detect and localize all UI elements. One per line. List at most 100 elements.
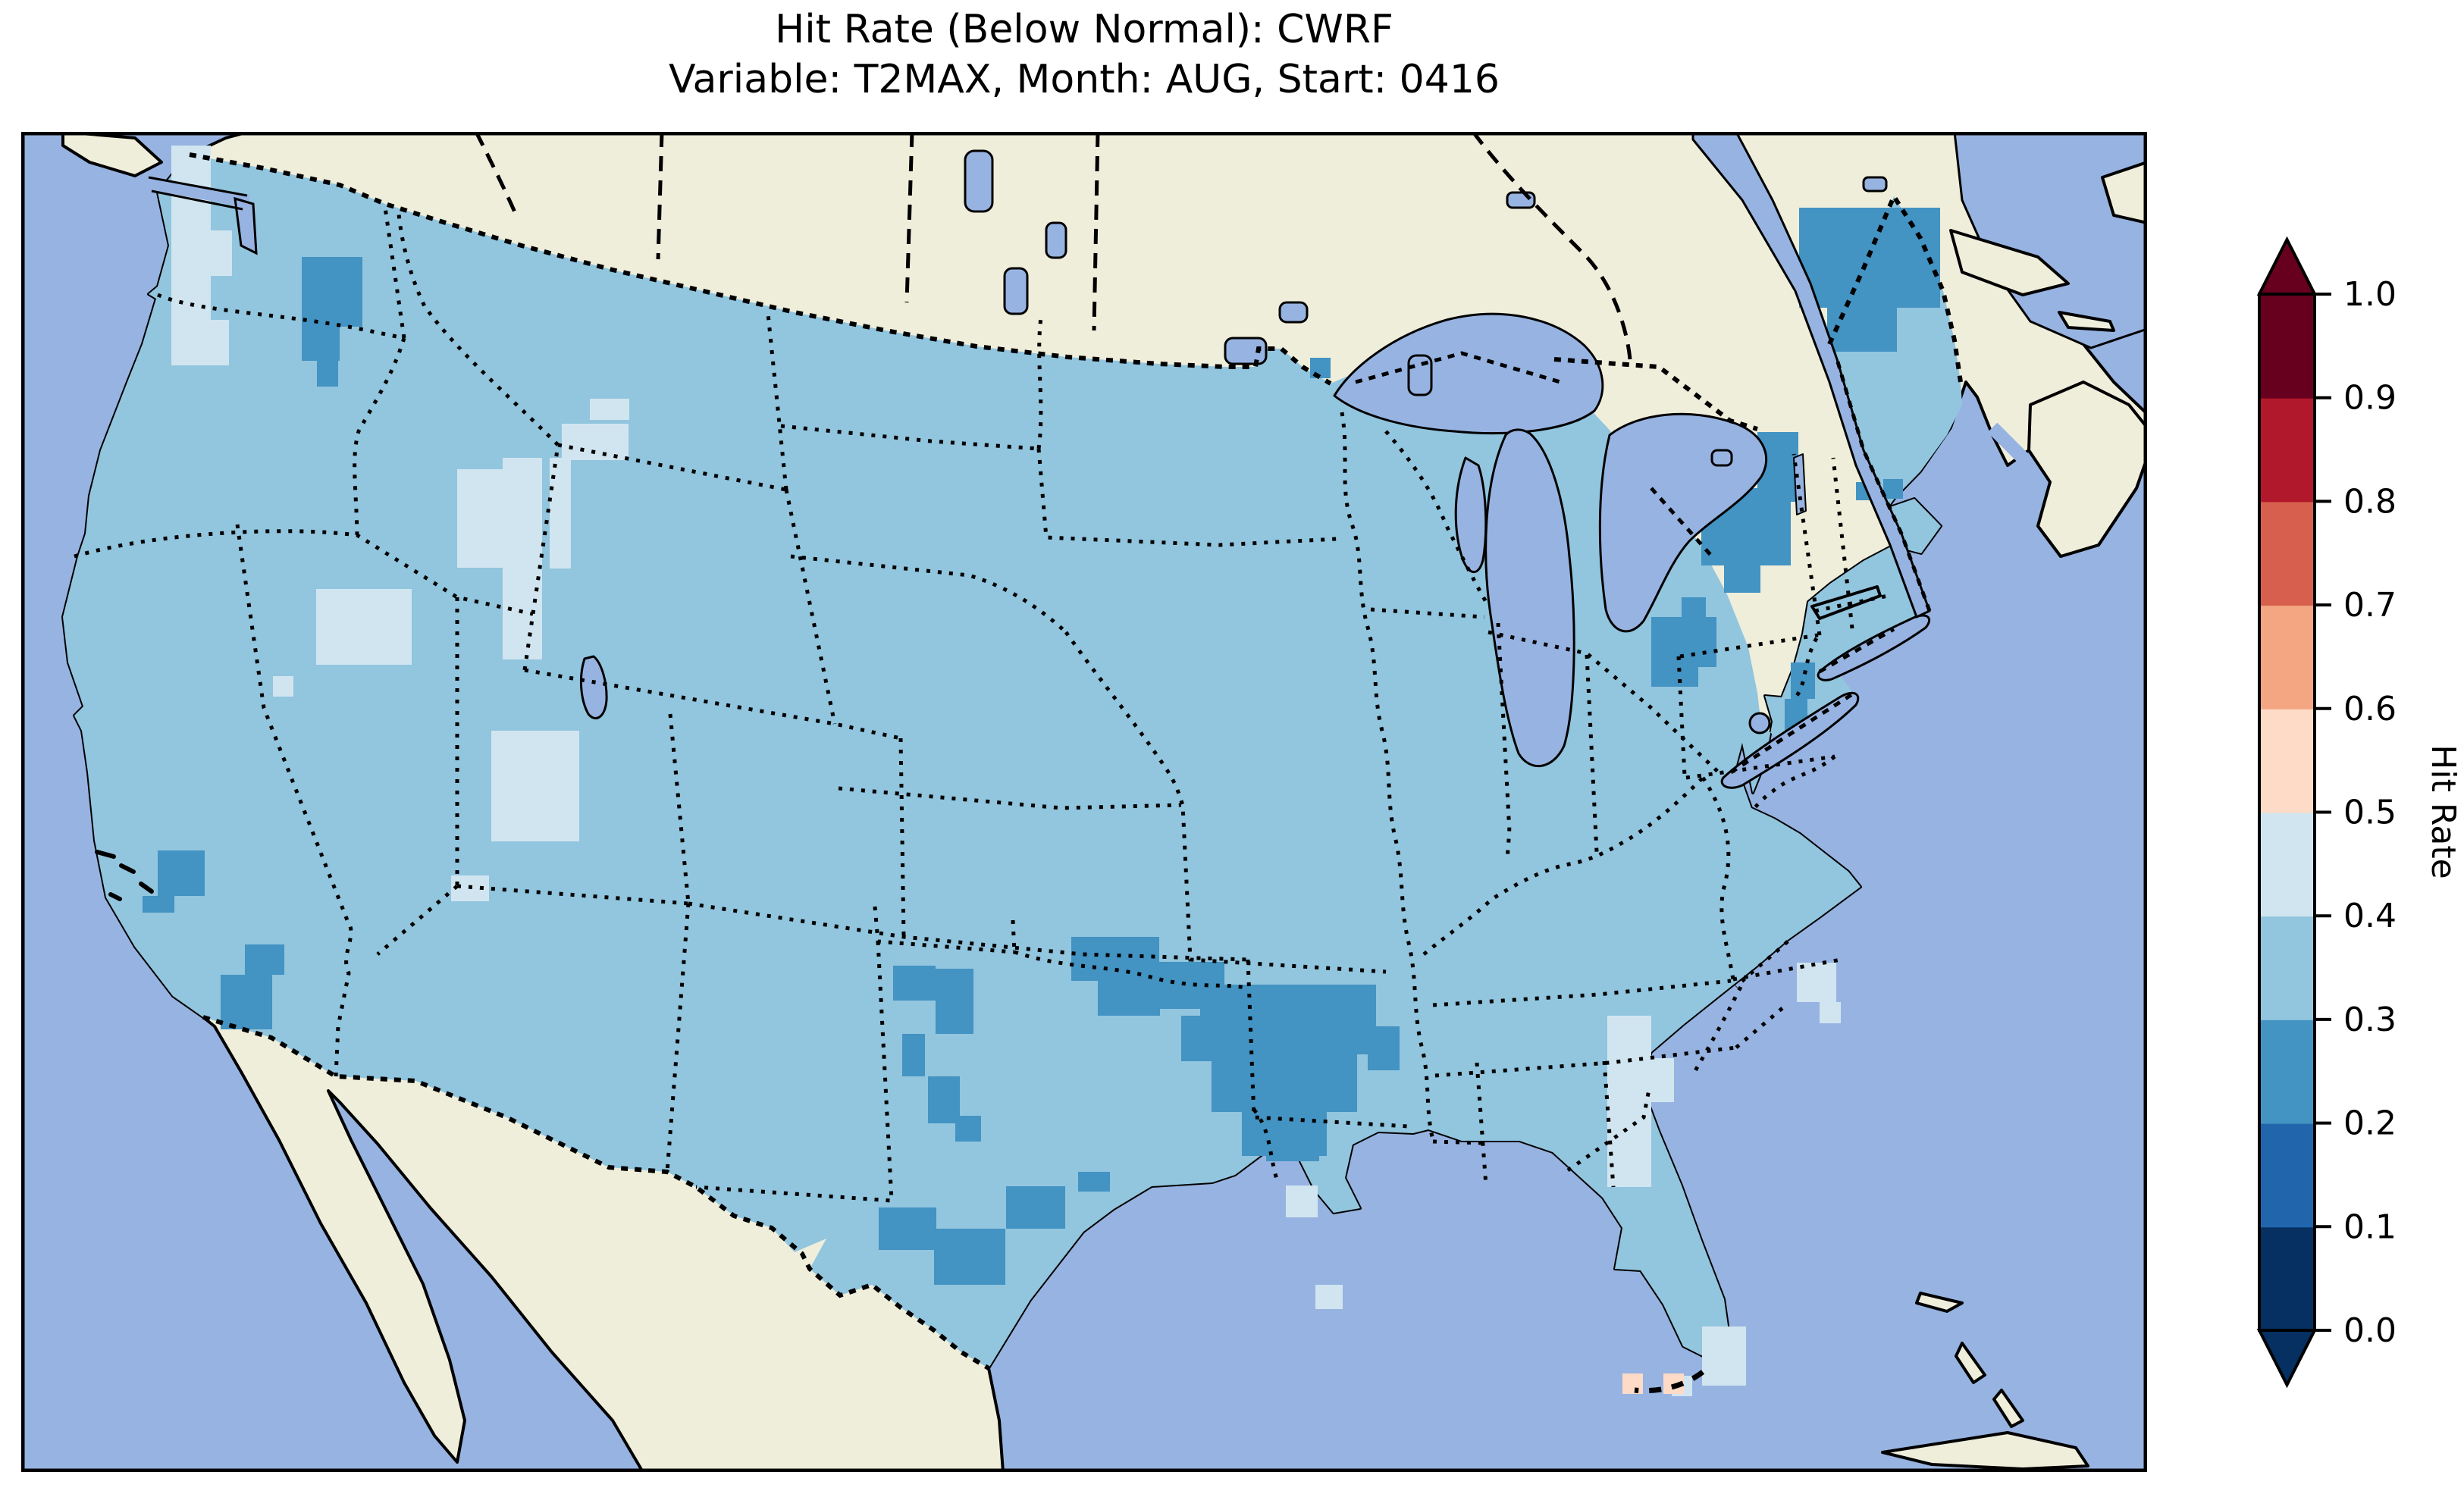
- hit-rate-cell: [1651, 617, 1716, 667]
- hit-rate-cell: [1098, 981, 1160, 1016]
- hit-rate-cell: [1651, 1058, 1674, 1102]
- hit-rate-cell: [1006, 1186, 1065, 1229]
- hit-rate-cell: [893, 966, 936, 1001]
- colorbar-segment: [2259, 1226, 2315, 1331]
- hit-rate-cell: [562, 424, 629, 460]
- cape-breton: [2101, 161, 2147, 224]
- nova-scotia: [2027, 381, 2147, 558]
- colorbar-tick-label: 1.0: [2343, 275, 2397, 314]
- colorbar-axis-label: Hit Rate: [2424, 744, 2462, 879]
- lake-champlain: [1793, 453, 1807, 515]
- canada-lake: [1278, 301, 1309, 324]
- hit-rate-cell: [934, 1229, 1005, 1285]
- vancouver-island: [61, 132, 163, 177]
- colorbar-tick-label: 0.3: [2343, 1001, 2397, 1039]
- hit-rate-cell: [193, 320, 229, 365]
- hit-rate-cell: [273, 676, 293, 697]
- hit-rate-patches: [143, 146, 1940, 1396]
- colorbar-under-arrow: [2256, 1329, 2318, 1389]
- puget-sound: [234, 196, 258, 255]
- colorbar: 0.0 0.1 0.2 0.3 0.4 0.5 0.6 0.7 0.8 0.9 1.0 Hit Ra…: [2256, 236, 2462, 1389]
- prince-edward-island: [2058, 311, 2115, 332]
- lake-erie: [1720, 691, 1860, 789]
- figure-title: Hit Rate (Below Normal): CWRF Variable: …: [21, 5, 2147, 105]
- hit-rate-cell: [1071, 937, 1159, 981]
- hit-rate-cell: [503, 458, 542, 659]
- hit-rate-cell: [1820, 1002, 1841, 1023]
- hit-rate-cell: [1266, 1140, 1319, 1161]
- colorbar-segment: [2259, 501, 2315, 606]
- canada-lake: [1003, 267, 1029, 315]
- international-borders: [189, 152, 1963, 1370]
- colorbar-segments: [2259, 294, 2315, 1331]
- hit-rate-cell: [457, 469, 504, 568]
- cuba: [1881, 1431, 2089, 1471]
- bahamas-island: [1992, 1389, 2024, 1428]
- title-line-2: Variable: T2MAX, Month: AUG, Start: 0416: [669, 57, 1500, 102]
- hit-rate-cell: [1200, 985, 1376, 1054]
- canada-lake: [1710, 449, 1733, 467]
- hit-rate-cell: [1368, 1026, 1400, 1070]
- canada-lake: [1862, 176, 1888, 193]
- hit-rate-cell: [1827, 308, 1897, 352]
- hit-rate-cell: [1607, 1016, 1651, 1187]
- hit-rate-cell: [1791, 662, 1815, 699]
- hit-rate-cell: [1682, 597, 1706, 619]
- hit-rate-cell: [590, 399, 629, 420]
- small-island-dashes: [95, 850, 154, 901]
- colorbar-segment: [2259, 1019, 2315, 1124]
- lake-st-clair: [1748, 712, 1771, 734]
- colorbar-tick-label: 0.9: [2343, 379, 2397, 418]
- hit-rate-cell: [1286, 1185, 1318, 1217]
- province-borders: [474, 132, 1632, 360]
- bahamas-island: [1955, 1342, 1986, 1384]
- hit-rate-cell: [1883, 479, 1903, 499]
- hit-rate-cell: [936, 969, 973, 1034]
- hit-rate-cell: [1078, 1172, 1110, 1192]
- canada-lake: [1045, 221, 1067, 259]
- hit-rate-cell: [491, 731, 579, 841]
- bahamas-island: [1915, 1292, 1964, 1313]
- hit-rate-cell: [1702, 1326, 1746, 1386]
- colorbar-segment: [2259, 397, 2315, 503]
- strait-of-juan-de-fuca: [147, 177, 250, 208]
- lake-of-the-woods: [1224, 337, 1268, 365]
- lake-nipigon: [1407, 354, 1433, 396]
- hit-rate-cell: [1622, 1373, 1643, 1394]
- hit-rate-cell: [902, 1034, 925, 1076]
- colorbar-segment: [2259, 1123, 2315, 1228]
- hit-rate-cell: [1797, 963, 1836, 1002]
- hit-rate-cell: [158, 850, 205, 896]
- colorbar-segment: [2259, 916, 2315, 1020]
- map-panel: [21, 132, 2147, 1472]
- bay-of-fundy: [1987, 422, 2058, 493]
- colorbar-tick-label: 0.5: [2343, 794, 2397, 832]
- islands: [61, 132, 2147, 1471]
- hit-rate-cell: [550, 458, 571, 568]
- colorbar-over-arrow: [2256, 236, 2318, 296]
- colorbar-ticks: [2315, 293, 2331, 1332]
- st-lawrence-river: [1691, 132, 1931, 619]
- title-line-1: Hit Rate (Below Normal): CWRF: [775, 7, 1393, 52]
- hit-rate-cell: [221, 975, 272, 1029]
- colorbar-tick-label: 0.1: [2343, 1207, 2397, 1246]
- hit-rate-cell: [955, 1116, 981, 1142]
- hit-rate-cell: [302, 327, 340, 361]
- hit-rate-cell: [245, 944, 284, 975]
- hit-rate-cell: [1799, 208, 1940, 308]
- colorbar-tick-label: 0.0: [2343, 1311, 2397, 1350]
- hit-rate-cell: [302, 257, 362, 327]
- lake-ontario: [1817, 614, 1930, 681]
- colorbar-segment: [2259, 708, 2315, 813]
- hit-rate-cell: [1315, 1285, 1343, 1309]
- canada-lake: [1506, 191, 1536, 209]
- gulf-of-st-lawrence: [1953, 132, 2147, 349]
- hit-rate-cell: [1181, 1016, 1228, 1061]
- quebec-maine-border: [1553, 191, 1963, 431]
- hit-rate-cell: [171, 230, 232, 276]
- border-through-lakes: [1355, 351, 1932, 775]
- colorbar-segment: [2259, 812, 2315, 917]
- us-canada-border: [189, 152, 1332, 386]
- colorbar-tick-label: 0.4: [2343, 897, 2397, 935]
- green-bay: [1454, 456, 1487, 574]
